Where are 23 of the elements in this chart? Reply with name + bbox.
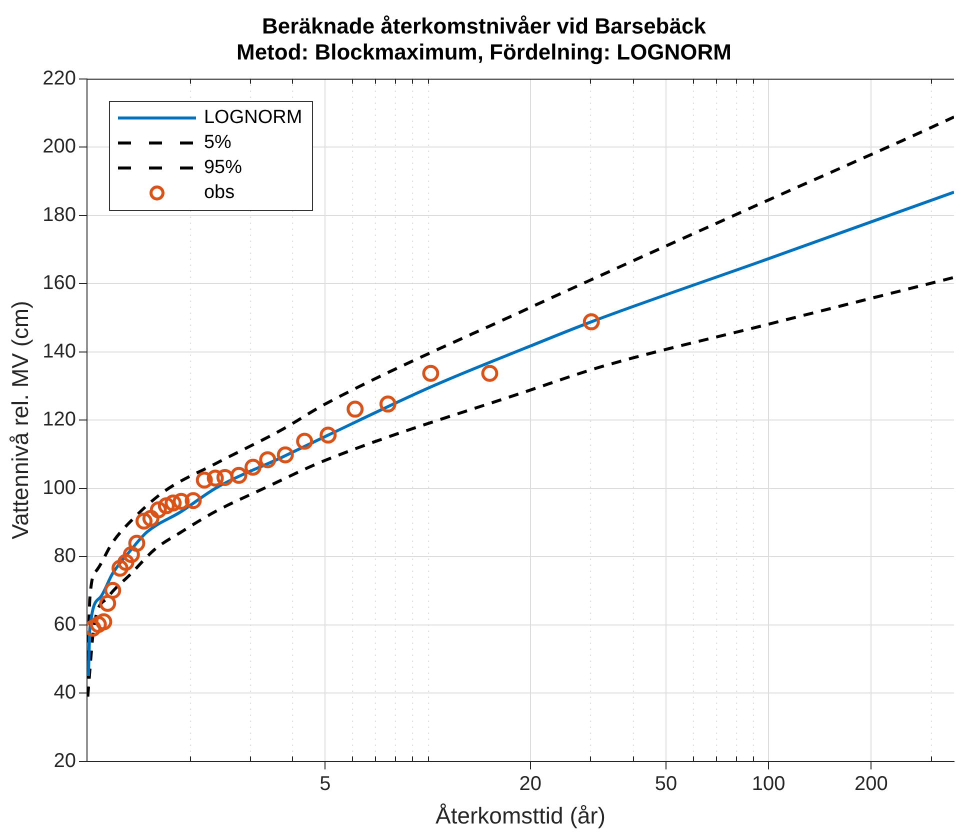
x-tick-label: 50 (654, 772, 678, 795)
x-tick-label: 200 (854, 772, 888, 795)
legend-label: 95% (204, 157, 242, 180)
y-tick-label: 100 (42, 476, 76, 499)
x-tick-label: 100 (752, 772, 786, 795)
y-tick-label: 80 (54, 545, 76, 568)
x-axis-title: Återkomsttid (år) (435, 802, 606, 829)
y-tick-label: 200 (42, 136, 76, 158)
y-tick-label: 160 (42, 272, 76, 294)
legend-label: LOGNORM (204, 107, 302, 130)
x-tick-label: 20 (519, 772, 542, 795)
chart-title: Beräknade återkomstnivåer vid Barsebäck Metod: Blockmaximum, Fördelning: LOGNORM (236, 13, 732, 65)
y-tick-label: 140 (42, 340, 76, 362)
y-tick-label: 40 (54, 682, 76, 704)
legend-label: 5% (204, 132, 232, 154)
legend-label: obs (204, 182, 235, 204)
y-tick-label: 180 (42, 204, 76, 226)
y-tick-label: 120 (42, 408, 76, 431)
y-tick-label: 20 (54, 750, 76, 772)
y-tick-label: 60 (54, 613, 76, 636)
y-axis-title: Vattennivå rel. MV (cm) (7, 300, 34, 540)
x-tick-label: 5 (320, 772, 331, 795)
y-tick-label: 220 (42, 67, 76, 90)
